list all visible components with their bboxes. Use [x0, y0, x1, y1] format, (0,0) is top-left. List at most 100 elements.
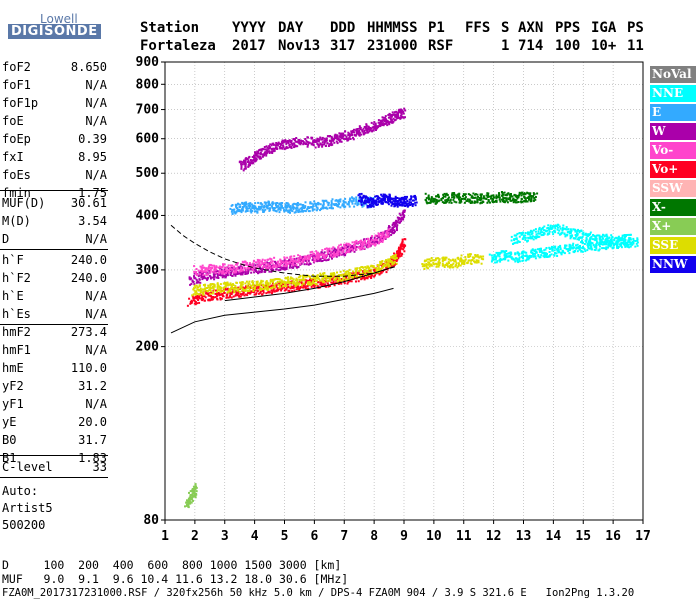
echo-point — [226, 283, 229, 286]
echo-point — [285, 140, 288, 143]
header-ps-label: PS — [627, 20, 644, 36]
echo-point — [494, 258, 497, 261]
echo-point — [326, 279, 329, 282]
echo-point — [395, 110, 398, 113]
echo-point — [500, 258, 503, 261]
echo-point — [241, 283, 244, 286]
echo-point — [231, 208, 234, 211]
echo-point — [275, 264, 278, 267]
echo-point — [516, 241, 519, 244]
echo-point — [381, 198, 384, 201]
echo-point — [273, 207, 276, 210]
echo-point — [370, 121, 373, 124]
echo-point — [209, 288, 211, 291]
echo-point — [200, 274, 203, 277]
echo-point — [500, 251, 503, 254]
echo-point — [317, 276, 320, 279]
echo-point — [557, 226, 559, 229]
echo-point — [242, 292, 245, 295]
echo-point — [597, 234, 599, 237]
echo-point — [534, 257, 537, 260]
echo-point — [263, 287, 266, 290]
echo-point — [272, 150, 275, 153]
echo-point — [241, 208, 244, 211]
echo-point — [525, 251, 528, 254]
echo-point — [190, 302, 193, 304]
echo-point — [378, 264, 380, 267]
echo-point — [209, 289, 212, 292]
echo-point — [249, 202, 252, 205]
param-label: fmin — [2, 186, 31, 200]
echo-point — [334, 134, 337, 137]
echo-point — [506, 201, 509, 204]
echo-point — [634, 240, 637, 242]
echo-point — [391, 256, 394, 259]
echo-point — [201, 271, 204, 274]
echo-point — [281, 205, 283, 208]
echo-point — [559, 247, 562, 250]
echo-point — [598, 243, 600, 246]
param-label: foE — [2, 114, 24, 128]
echo-point — [360, 203, 363, 206]
param-m-d: M(D) 3.54 — [2, 212, 107, 230]
echo-point — [244, 273, 247, 275]
echo-point — [352, 136, 354, 139]
echo-point — [309, 202, 312, 205]
echo-point — [319, 203, 322, 206]
echo-point — [563, 252, 566, 255]
echo-point — [207, 298, 210, 301]
echo-point — [402, 218, 405, 221]
echo-point — [196, 274, 199, 277]
echo-point — [241, 269, 244, 272]
echo-point — [247, 282, 250, 285]
echo-point — [583, 243, 586, 245]
echo-point — [262, 206, 265, 209]
echo-point — [341, 134, 344, 137]
echo-point — [218, 286, 221, 289]
echo-point — [395, 220, 398, 223]
echo-point — [287, 278, 290, 281]
echo-point — [469, 255, 472, 258]
echo-point — [292, 266, 295, 269]
echo-point — [271, 290, 274, 293]
echo-point — [204, 277, 207, 280]
echo-point — [389, 230, 392, 233]
echo-point — [267, 266, 269, 269]
echo-point — [299, 207, 302, 210]
echo-point — [293, 264, 296, 267]
echo-point — [559, 244, 562, 247]
param-label: fxI — [2, 150, 24, 164]
echo-point — [243, 205, 245, 208]
echo-point — [230, 287, 233, 290]
echo-point — [302, 258, 305, 261]
echo-point — [195, 278, 198, 281]
echo-point — [382, 239, 385, 242]
echo-point — [447, 265, 449, 268]
echo-point — [355, 239, 358, 242]
echo-point — [277, 264, 279, 267]
echo-point — [326, 142, 329, 145]
echo-point — [261, 258, 264, 261]
echo-point — [628, 236, 631, 239]
echo-point — [269, 282, 272, 285]
echo-point — [261, 203, 264, 206]
echo-point — [312, 277, 315, 280]
echo-point — [399, 247, 402, 250]
echo-point — [328, 253, 331, 256]
echo-point — [581, 235, 584, 238]
echo-point — [617, 235, 620, 238]
echo-point — [213, 274, 216, 277]
echo-point — [336, 278, 339, 280]
echo-point — [195, 284, 198, 287]
echo-point — [378, 241, 381, 243]
echo-point — [273, 287, 276, 290]
echo-point — [521, 238, 524, 240]
echo-point — [231, 212, 234, 215]
echo-point — [504, 194, 507, 197]
param-value: 0.39 — [78, 132, 107, 146]
echo-point — [471, 200, 473, 203]
echo-point — [546, 229, 549, 232]
echo-point — [269, 257, 272, 260]
echo-point — [595, 240, 598, 243]
echo-point — [477, 198, 480, 201]
